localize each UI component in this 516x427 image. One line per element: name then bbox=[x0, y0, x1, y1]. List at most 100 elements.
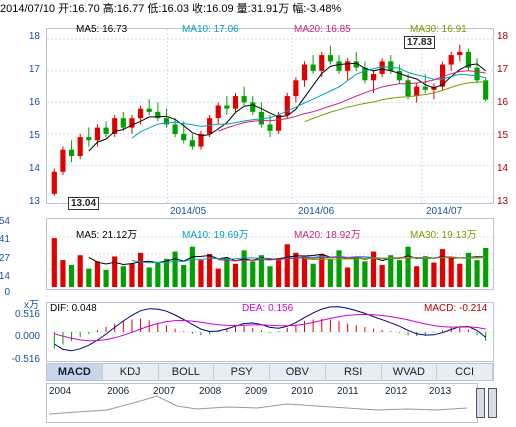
volume-bar-17 bbox=[198, 260, 204, 287]
candle-body-16 bbox=[189, 140, 195, 147]
volume-bar-10 bbox=[138, 252, 144, 287]
tab-kdj[interactable]: KDJ bbox=[103, 364, 159, 380]
range-handle-right[interactable] bbox=[488, 388, 497, 418]
volume-bar-2 bbox=[68, 265, 75, 287]
candle-body-9 bbox=[129, 118, 135, 128]
price-chart bbox=[47, 29, 493, 203]
candle-body-30 bbox=[310, 64, 316, 71]
candle-body-20 bbox=[224, 105, 230, 109]
vol-ma30-line bbox=[304, 256, 486, 261]
candle-body-43 bbox=[422, 86, 428, 90]
year-2010[interactable]: 2010 bbox=[291, 386, 314, 397]
year-timeline[interactable]: 2004 2006 2007 2008 2009 2010 2011 2012 … bbox=[46, 383, 478, 423]
volume-bar-18 bbox=[207, 254, 213, 287]
price-ma5-line bbox=[88, 62, 487, 152]
tab-boll[interactable]: BOLL bbox=[159, 364, 215, 380]
candle-body-18 bbox=[207, 118, 213, 134]
volume-bar-15 bbox=[181, 265, 187, 287]
tab-cci[interactable]: CCI bbox=[437, 364, 493, 380]
volume-bar-43 bbox=[422, 256, 428, 287]
price-ytick-left-4: 14 bbox=[28, 163, 40, 174]
candle-body-33 bbox=[336, 61, 342, 71]
candle-body-45 bbox=[439, 64, 446, 87]
year-2012[interactable]: 2012 bbox=[385, 386, 408, 397]
tab-obv[interactable]: OBV bbox=[270, 364, 326, 380]
year-2006[interactable]: 2006 bbox=[107, 386, 130, 397]
year-2008[interactable]: 2008 bbox=[199, 386, 222, 397]
year-2009[interactable]: 2009 bbox=[245, 386, 268, 397]
price-ma10-line bbox=[131, 66, 486, 139]
year-2013[interactable]: 2013 bbox=[429, 386, 452, 397]
vol-ytick-4: 0 bbox=[4, 287, 10, 298]
volume-bar-41 bbox=[405, 246, 411, 287]
tab-psy[interactable]: PSY bbox=[214, 364, 270, 380]
candle-body-12 bbox=[155, 111, 161, 119]
price-panel[interactable] bbox=[46, 28, 494, 204]
volume-bar-37 bbox=[370, 251, 377, 287]
candle-body-31 bbox=[319, 55, 325, 71]
candle-body-42 bbox=[414, 86, 420, 97]
price-ytick-left-1: 17 bbox=[28, 64, 40, 75]
candle-body-13 bbox=[163, 118, 170, 125]
candle-body-35 bbox=[353, 61, 359, 68]
macd-ytick-0: 0.516 bbox=[14, 309, 40, 320]
volume-bar-38 bbox=[379, 265, 385, 287]
volume-bar-25 bbox=[267, 266, 273, 287]
volume-bar-29 bbox=[301, 256, 308, 287]
xtick-2014-07: 2014/07 bbox=[426, 206, 463, 217]
price-ytick-right-3: 15 bbox=[497, 130, 509, 141]
volume-bar-46 bbox=[448, 257, 454, 287]
volume-bar-5 bbox=[94, 261, 101, 287]
volume-bar-30 bbox=[310, 263, 316, 287]
vol-ytick-3: 14 bbox=[0, 271, 10, 282]
volume-bar-7 bbox=[112, 256, 118, 287]
candle-body-25 bbox=[267, 124, 273, 131]
high-price-label: 17.83 bbox=[404, 36, 436, 49]
price-ytick-left-2: 16 bbox=[28, 97, 40, 108]
tab-rsi[interactable]: RSI bbox=[326, 364, 382, 380]
volume-chart bbox=[47, 236, 493, 287]
volume-bar-35 bbox=[353, 257, 359, 287]
candle-body-38 bbox=[379, 61, 385, 74]
range-handle-left[interactable] bbox=[476, 388, 485, 418]
candle-body-36 bbox=[362, 67, 368, 81]
candle-body-49 bbox=[474, 67, 480, 81]
volume-bar-42 bbox=[414, 266, 420, 287]
candle-body-46 bbox=[448, 55, 454, 65]
volume-bar-14 bbox=[172, 251, 178, 287]
volume-panel[interactable] bbox=[46, 218, 494, 290]
candle-body-2 bbox=[68, 149, 75, 156]
candle-body-14 bbox=[172, 124, 178, 134]
price-ytick-right-1: 17 bbox=[497, 64, 509, 75]
macd-dif-legend: DIF: 0.048 bbox=[50, 303, 97, 314]
volume-bar-13 bbox=[163, 258, 170, 287]
candle-body-27 bbox=[284, 96, 290, 115]
candle-body-1 bbox=[60, 149, 66, 172]
year-2004[interactable]: 2004 bbox=[49, 386, 72, 397]
volume-bar-23 bbox=[250, 261, 256, 287]
candle-body-37 bbox=[370, 74, 377, 81]
candle-body-0 bbox=[51, 171, 57, 194]
candle-body-21 bbox=[232, 96, 239, 109]
candle-body-32 bbox=[327, 55, 333, 62]
volume-bar-24 bbox=[258, 255, 264, 287]
macd-panel[interactable] bbox=[46, 302, 494, 362]
price-ma20-legend: MA20: 16.85 bbox=[294, 24, 351, 35]
volume-bar-28 bbox=[293, 252, 299, 287]
candle-body-29 bbox=[301, 64, 308, 81]
low-price-label: 13.04 bbox=[68, 197, 100, 210]
year-2007[interactable]: 2007 bbox=[153, 386, 176, 397]
price-ytick-left-0: 18 bbox=[28, 31, 40, 42]
tab-wvad[interactable]: WVAD bbox=[382, 364, 438, 380]
candle-body-17 bbox=[198, 133, 204, 147]
macd-dea-legend: DEA: 0.156 bbox=[242, 303, 294, 314]
price-ytick-left-3: 15 bbox=[28, 130, 40, 141]
candle-body-41 bbox=[405, 80, 411, 97]
candle-body-39 bbox=[388, 61, 394, 71]
price-ma30-line bbox=[304, 81, 486, 123]
year-2011[interactable]: 2011 bbox=[337, 386, 359, 397]
candle-body-6 bbox=[103, 127, 109, 134]
volume-bar-9 bbox=[129, 263, 135, 287]
tab-macd[interactable]: MACD bbox=[47, 364, 103, 380]
price-ma5-legend: MA5: 16.73 bbox=[76, 24, 128, 35]
